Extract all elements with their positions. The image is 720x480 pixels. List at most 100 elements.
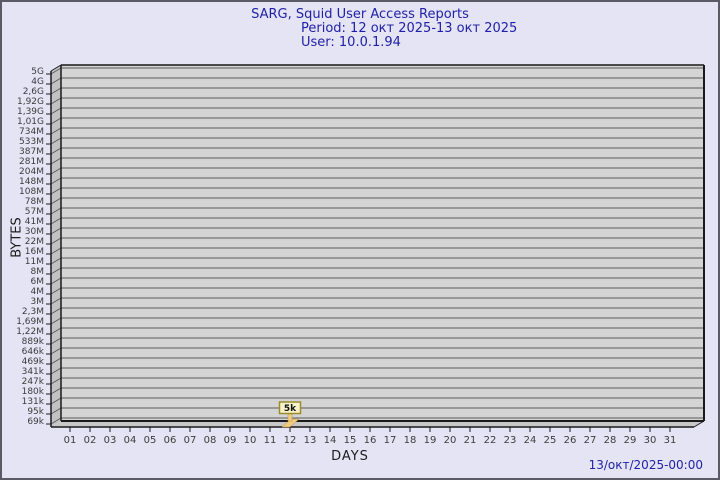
y-tick-label: 1,39G [17, 107, 44, 117]
x-tick-label: 29 [624, 435, 637, 446]
x-tick-label: 21 [464, 435, 477, 446]
grid-line-wall-diagonal [50, 87, 62, 95]
grid-line-wall-diagonal [50, 97, 62, 105]
y-tick-label: 4G [31, 77, 44, 87]
y-tick-label: 204M [19, 167, 44, 177]
grid-line-wall-diagonal [50, 127, 62, 135]
x-tick-label: 04 [124, 435, 137, 446]
x-tick-label: 18 [404, 435, 417, 446]
grid-line-wall-diagonal [50, 417, 62, 425]
grid-line-wall-diagonal [50, 247, 62, 255]
y-tick-label: 646k [22, 347, 45, 357]
y-tick-label: 247k [22, 377, 45, 387]
grid-line-wall-diagonal [50, 357, 62, 365]
grid-line-wall-diagonal [50, 237, 62, 245]
y-tick-label: 5G [31, 67, 44, 77]
chart-period: Period: 12 окт 2025-13 окт 2025 [301, 21, 518, 36]
x-tick-label: 06 [164, 435, 177, 446]
grid-line-wall-diagonal [50, 217, 62, 225]
x-tick-label: 23 [504, 435, 517, 446]
y-tick-label: 41M [25, 217, 44, 227]
grid-line-wall-diagonal [50, 367, 62, 375]
y-tick-label: 1,01G [17, 117, 44, 127]
data-bar-foot [281, 418, 300, 428]
y-tick-label: 78M [25, 197, 44, 207]
y-tick-label: 2,3M [22, 307, 44, 317]
y-tick-label: 1,69M [16, 317, 44, 327]
x-tick-label: 31 [664, 435, 677, 446]
chart-user: User: 10.0.1.94 [301, 35, 401, 50]
x-tick-label: 28 [604, 435, 617, 446]
y-tick-label: 180k [22, 387, 45, 397]
grid-line-wall-diagonal [50, 397, 62, 405]
grid-line-wall-diagonal [50, 257, 62, 265]
y-tick-label: 4M [31, 287, 45, 297]
bar-value-label: 5k [284, 404, 297, 414]
x-tick-label: 22 [484, 435, 497, 446]
x-tick-label: 16 [364, 435, 377, 446]
x-tick-label: 14 [324, 435, 337, 446]
y-tick-label: 22M [25, 237, 44, 247]
y-tick-label: 734M [19, 127, 44, 137]
grid-line-wall-diagonal [50, 277, 62, 285]
grid-line-wall-diagonal [50, 327, 62, 335]
y-tick-label: 131k [22, 397, 45, 407]
x-tick-label: 07 [184, 435, 197, 446]
y-tick-label: 11M [25, 257, 44, 267]
grid-line-wall-diagonal [50, 287, 62, 295]
grid-line-wall-diagonal [50, 317, 62, 325]
x-tick-label: 26 [564, 435, 577, 446]
y-tick-label: 69k [27, 417, 44, 427]
grid-line-wall-diagonal [50, 387, 62, 395]
y-tick-label: 148M [19, 177, 44, 187]
x-tick-label: 27 [584, 435, 597, 446]
x-axis-title: DAYS [331, 449, 369, 464]
y-tick-label: 1,22M [16, 327, 44, 337]
chart-floor [51, 421, 704, 427]
y-tick-label: 469k [22, 357, 45, 367]
y-tick-label: 387M [19, 147, 44, 157]
grid-line-wall-diagonal [50, 407, 62, 415]
x-tick-label: 10 [244, 435, 257, 446]
x-tick-label: 09 [224, 435, 237, 446]
wall-top-edge [50, 64, 62, 72]
x-tick-label: 30 [644, 435, 657, 446]
grid-line-wall-diagonal [50, 267, 62, 275]
grid-line-wall-diagonal [50, 297, 62, 305]
x-tick-label: 24 [524, 435, 537, 446]
x-tick-label: 02 [84, 435, 97, 446]
y-tick-label: 6M [31, 277, 45, 287]
chart-title: SARG, Squid User Access Reports [251, 7, 469, 22]
x-tick-label: 01 [64, 435, 77, 446]
grid-line-wall-diagonal [50, 167, 62, 175]
floor-right-edge [693, 420, 705, 428]
x-tick-label: 15 [344, 435, 357, 446]
x-tick-label: 19 [424, 435, 437, 446]
data-bar [287, 413, 293, 422]
y-tick-label: 281M [19, 157, 44, 167]
grid-line-wall-diagonal [50, 337, 62, 345]
x-tick-label: 11 [264, 435, 277, 446]
y-tick-label: 108M [19, 187, 44, 197]
generation-timestamp: 13/окт/2025-00:00 [588, 458, 703, 472]
x-tick-label: 25 [544, 435, 557, 446]
grid-line-wall-diagonal [50, 347, 62, 355]
grid-line-wall-diagonal [50, 117, 62, 125]
y-tick-label: 30M [25, 227, 44, 237]
grid-line-wall-diagonal [50, 137, 62, 145]
y-tick-label: 1,92G [17, 97, 44, 107]
grid-line-wall-diagonal [50, 147, 62, 155]
x-tick-label: 08 [204, 435, 217, 446]
y-tick-label: 889k [22, 337, 45, 347]
y-tick-label: 95k [27, 407, 44, 417]
grid-line-wall-diagonal [50, 377, 62, 385]
y-tick-label: 3M [31, 297, 45, 307]
y-tick-label: 341k [22, 367, 45, 377]
y-tick-label: 16M [25, 247, 44, 257]
y-tick-label: 8M [31, 267, 45, 277]
grid-line-wall-diagonal [50, 177, 62, 185]
x-tick-label: 12 [284, 435, 297, 446]
y-tick-label: 57M [25, 207, 44, 217]
grid-line-wall-diagonal [50, 187, 62, 195]
